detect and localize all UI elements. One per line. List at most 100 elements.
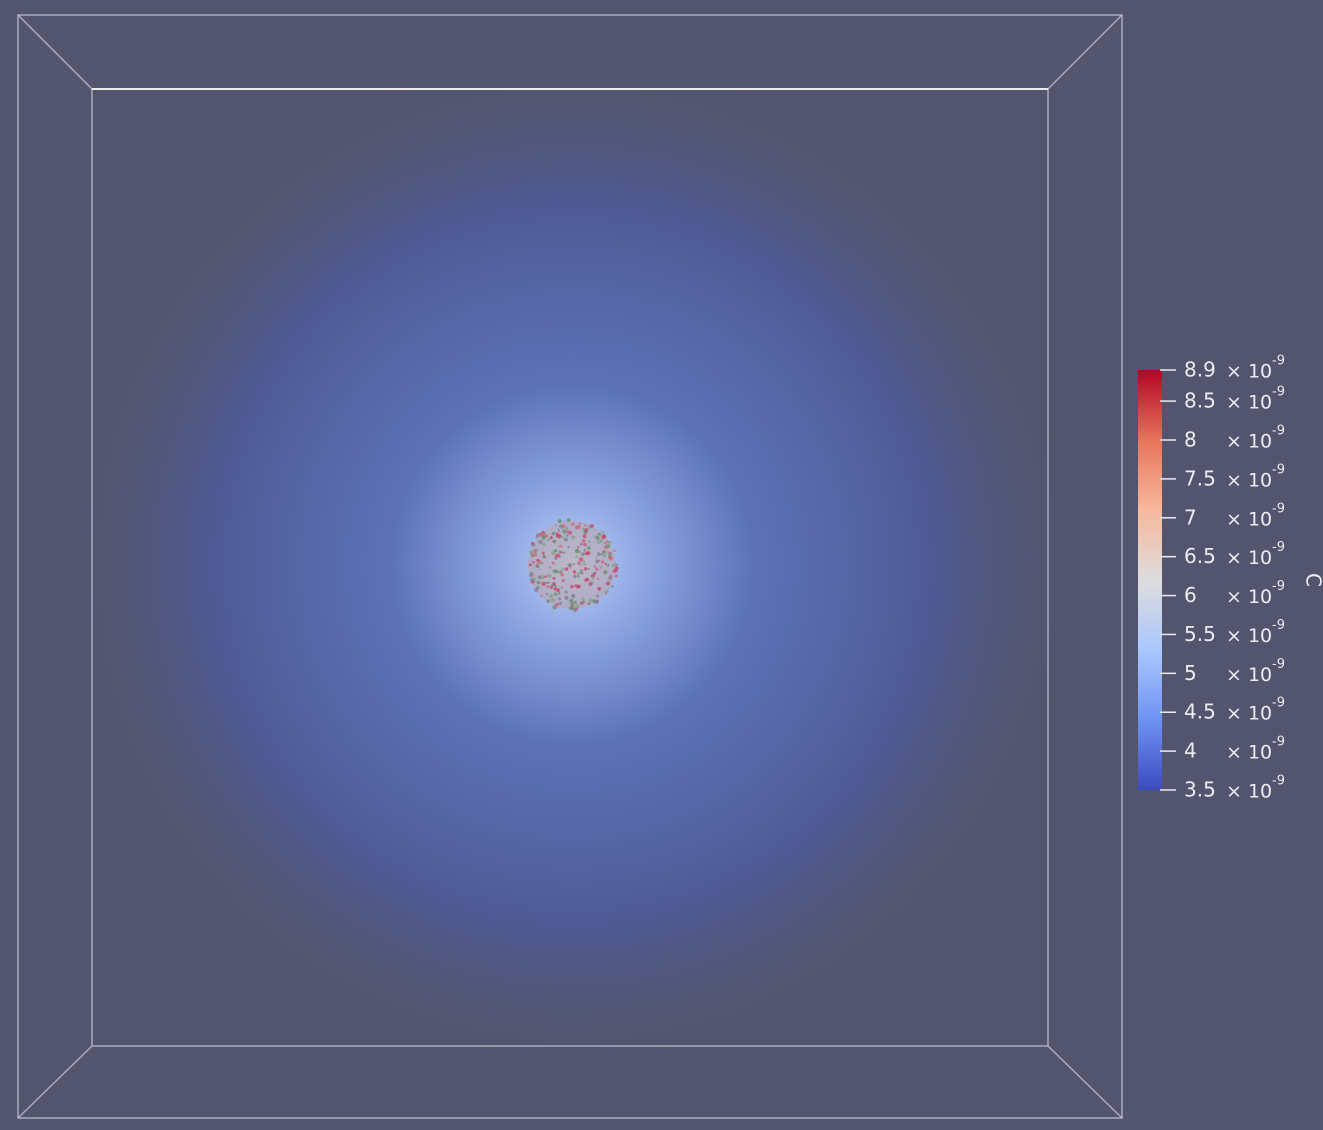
particle	[554, 569, 559, 574]
particle	[575, 555, 578, 558]
particle	[551, 561, 555, 565]
particle	[567, 530, 571, 534]
particle	[551, 551, 556, 556]
particle	[597, 586, 602, 591]
tick-exponent: -9	[1272, 579, 1285, 594]
particle	[606, 540, 609, 543]
particle	[596, 537, 600, 541]
particle	[579, 572, 582, 575]
particle	[611, 585, 614, 588]
outer-frame	[17, 14, 1123, 1119]
tick-mantissa: 3.5	[1184, 778, 1216, 802]
particle	[554, 555, 557, 559]
tick-exponent: -9	[1272, 385, 1285, 400]
particle	[551, 598, 555, 602]
particle	[604, 541, 607, 545]
tick-mantissa: 7	[1184, 505, 1197, 529]
tick-base: × 10	[1226, 625, 1272, 647]
particle	[546, 599, 551, 603]
particle	[534, 588, 539, 593]
tick-exponent: -9	[1272, 354, 1285, 369]
particle	[546, 585, 550, 588]
edge	[17, 1045, 93, 1119]
particle	[542, 535, 545, 538]
tick-mantissa: 4	[1184, 739, 1197, 763]
particle	[599, 565, 603, 569]
tick-exponent: -9	[1272, 424, 1285, 439]
particle	[574, 603, 580, 609]
particle	[581, 552, 585, 556]
particle	[587, 567, 590, 571]
particle	[608, 556, 614, 561]
particle	[536, 562, 540, 566]
tick-base: × 10	[1226, 361, 1272, 383]
particle	[564, 590, 568, 594]
particle	[612, 563, 617, 568]
particle	[572, 563, 575, 566]
particle	[559, 570, 563, 574]
particle	[551, 531, 556, 536]
particle	[589, 581, 594, 585]
particle	[581, 539, 586, 543]
particle	[600, 553, 604, 556]
particle	[583, 548, 587, 552]
particle	[557, 592, 561, 595]
particle	[594, 599, 599, 605]
particle	[602, 553, 607, 558]
particle	[596, 541, 600, 545]
particle	[571, 522, 575, 526]
particle	[579, 569, 584, 573]
particle	[564, 567, 569, 571]
particle	[537, 575, 542, 579]
particle	[559, 555, 562, 558]
particle	[564, 595, 569, 600]
particle	[557, 544, 561, 548]
particle	[562, 529, 566, 534]
particle	[571, 535, 576, 540]
tick-mantissa: 8	[1184, 428, 1197, 452]
particle	[604, 562, 607, 566]
particle	[542, 542, 546, 547]
particle	[557, 519, 562, 524]
particle	[586, 578, 590, 582]
particle	[535, 548, 539, 552]
particle	[549, 585, 554, 589]
particle	[595, 556, 598, 559]
particle	[528, 563, 532, 567]
particle	[532, 560, 536, 564]
particle	[548, 594, 554, 599]
particle	[532, 577, 537, 582]
particle	[540, 575, 545, 580]
particle	[572, 569, 577, 574]
particle	[588, 598, 593, 603]
color-bar	[1138, 370, 1162, 790]
particle	[587, 602, 591, 605]
particle	[560, 535, 564, 539]
particle	[599, 539, 603, 543]
particle	[581, 597, 585, 601]
particle	[560, 586, 563, 589]
particle	[542, 537, 545, 540]
particle	[546, 538, 550, 542]
tick-mantissa: 4.5	[1184, 700, 1216, 724]
particle	[584, 528, 589, 532]
particle	[598, 532, 601, 536]
particle	[584, 524, 587, 527]
tick-mantissa: 8.9	[1184, 358, 1216, 382]
tick-base: × 10	[1226, 586, 1272, 608]
particle	[569, 564, 572, 567]
particle	[570, 602, 575, 607]
particle	[582, 560, 586, 563]
edge	[17, 14, 93, 90]
particle	[607, 551, 610, 554]
particle	[595, 567, 599, 571]
particle	[540, 594, 543, 598]
particle	[544, 575, 547, 578]
tick-mantissa: 5	[1184, 661, 1197, 685]
particle	[571, 593, 576, 599]
particle	[591, 576, 595, 580]
particle	[554, 585, 557, 588]
tick-exponent: -9	[1272, 657, 1285, 672]
particle	[547, 581, 550, 584]
